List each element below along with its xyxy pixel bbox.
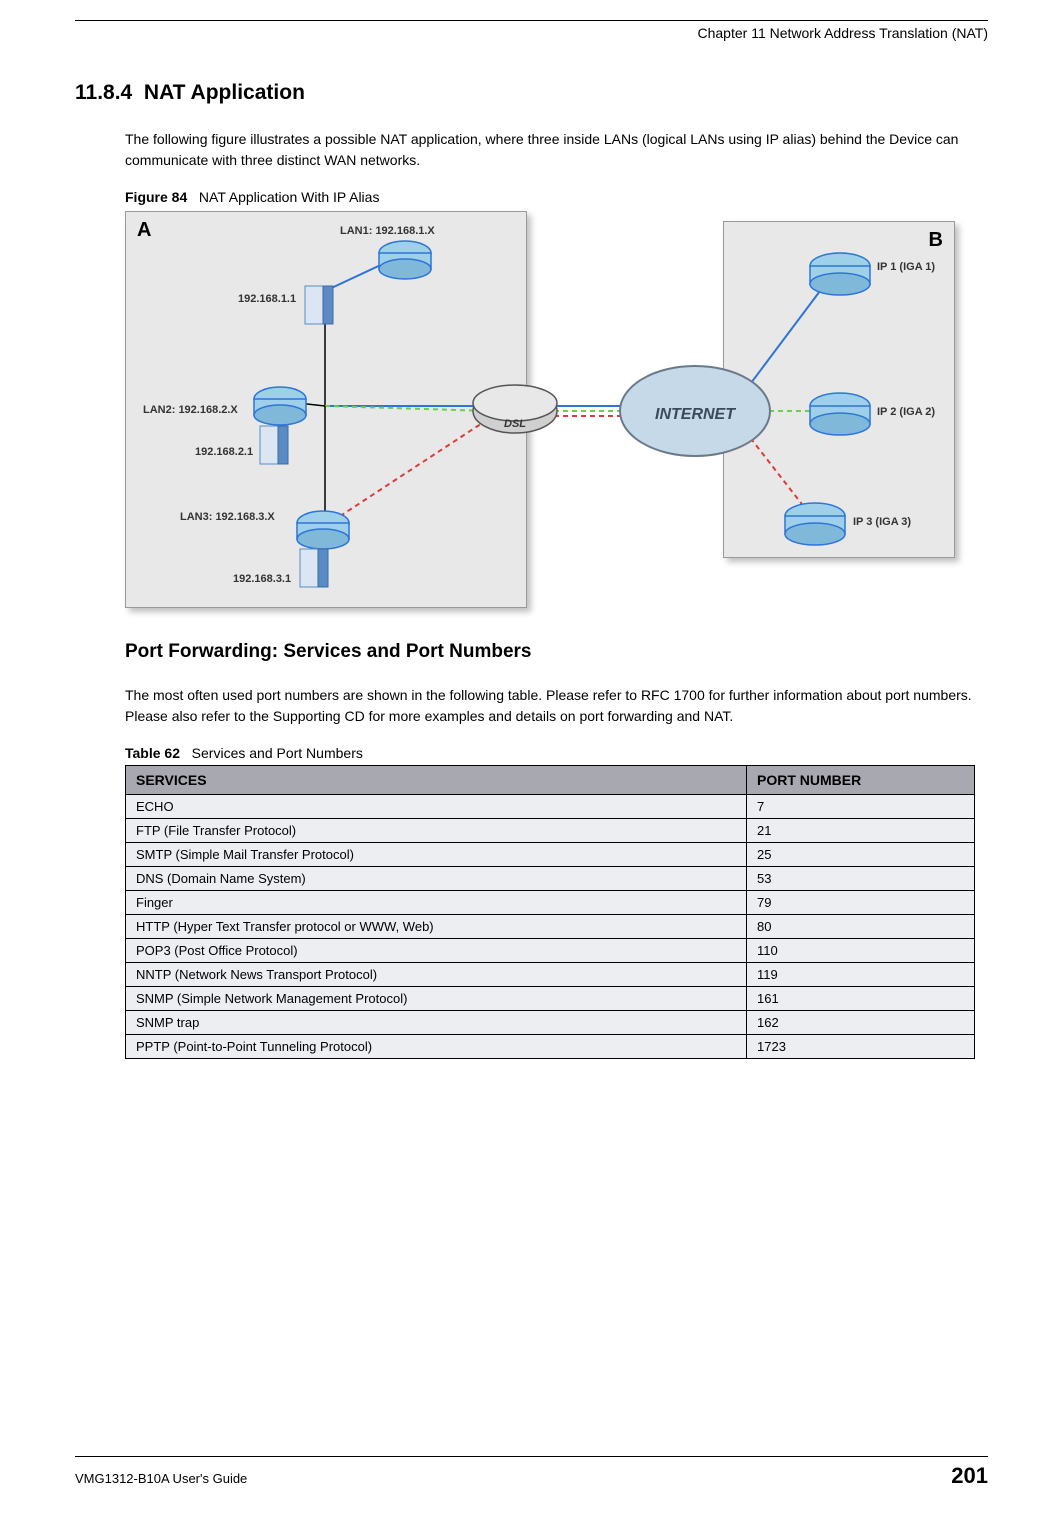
ip2-label: 192.168.2.1 bbox=[195, 446, 253, 458]
router-icon bbox=[810, 253, 870, 295]
cell-port: 1723 bbox=[747, 1035, 975, 1059]
router-icon bbox=[379, 241, 431, 279]
server-icon bbox=[300, 549, 328, 587]
cell-service: DNS (Domain Name System) bbox=[126, 867, 747, 891]
router-icon bbox=[254, 387, 306, 425]
svg-text:DSL: DSL bbox=[504, 418, 526, 430]
portforward-heading: Port Forwarding: Services and Port Numbe… bbox=[125, 641, 988, 663]
ports-table: SERVICES PORT NUMBER ECHO7FTP (File Tran… bbox=[125, 765, 975, 1059]
table-row: HTTP (Hyper Text Transfer protocol or WW… bbox=[126, 915, 975, 939]
svg-text:INTERNET: INTERNET bbox=[655, 406, 736, 423]
footer-guide: VMG1312-B10A User's Guide bbox=[75, 1471, 247, 1486]
lan2-label: LAN2: 192.168.2.X bbox=[143, 404, 238, 416]
page-number: 201 bbox=[951, 1463, 988, 1489]
lan3-label: LAN3: 192.168.3.X bbox=[180, 511, 275, 523]
cell-port: 25 bbox=[747, 843, 975, 867]
cell-port: 7 bbox=[747, 795, 975, 819]
cell-port: 21 bbox=[747, 819, 975, 843]
panel-a-label: A bbox=[137, 219, 151, 242]
cell-service: SMTP (Simple Mail Transfer Protocol) bbox=[126, 843, 747, 867]
cell-service: PPTP (Point-to-Point Tunneling Protocol) bbox=[126, 1035, 747, 1059]
table-row: Finger79 bbox=[126, 891, 975, 915]
nat-diagram-svg: INTERNET DSL bbox=[125, 211, 955, 611]
page-footer: VMG1312-B10A User's Guide 201 bbox=[75, 1456, 988, 1489]
cell-service: Finger bbox=[126, 891, 747, 915]
col-port: PORT NUMBER bbox=[747, 766, 975, 795]
section-heading: 11.8.4 NAT Application bbox=[75, 81, 988, 105]
ip1-label: 192.168.1.1 bbox=[238, 293, 296, 305]
cell-port: 110 bbox=[747, 939, 975, 963]
figure-diagram: INTERNET DSL bbox=[125, 211, 955, 611]
table-row: SNMP (Simple Network Management Protocol… bbox=[126, 987, 975, 1011]
iga3-label: IP 3 (IGA 3) bbox=[853, 516, 911, 528]
table-row: ECHO7 bbox=[126, 795, 975, 819]
server-icon bbox=[305, 286, 333, 324]
cell-service: FTP (File Transfer Protocol) bbox=[126, 819, 747, 843]
table-row: NNTP (Network News Transport Protocol)11… bbox=[126, 963, 975, 987]
iga1-label: IP 1 (IGA 1) bbox=[877, 261, 935, 273]
panel-b-label: B bbox=[929, 229, 943, 252]
figure-caption: Figure 84 NAT Application With IP Alias bbox=[125, 189, 988, 205]
iga2-label: IP 2 (IGA 2) bbox=[877, 406, 935, 418]
ip3-label: 192.168.3.1 bbox=[233, 573, 291, 585]
lan1-label: LAN1: 192.168.1.X bbox=[340, 225, 435, 237]
router-icon bbox=[785, 503, 845, 545]
table-row: DNS (Domain Name System)53 bbox=[126, 867, 975, 891]
router-icon bbox=[810, 393, 870, 435]
server-icon bbox=[260, 426, 288, 464]
cell-service: HTTP (Hyper Text Transfer protocol or WW… bbox=[126, 915, 747, 939]
cell-port: 162 bbox=[747, 1011, 975, 1035]
cell-port: 79 bbox=[747, 891, 975, 915]
cell-port: 119 bbox=[747, 963, 975, 987]
cell-service: SNMP (Simple Network Management Protocol… bbox=[126, 987, 747, 1011]
section-number: 11.8.4 bbox=[75, 81, 132, 104]
cell-service: POP3 (Post Office Protocol) bbox=[126, 939, 747, 963]
col-services: SERVICES bbox=[126, 766, 747, 795]
table-row: POP3 (Post Office Protocol)110 bbox=[126, 939, 975, 963]
cell-port: 53 bbox=[747, 867, 975, 891]
cell-service: SNMP trap bbox=[126, 1011, 747, 1035]
table-caption: Table 62 Services and Port Numbers bbox=[125, 745, 988, 761]
table-row: FTP (File Transfer Protocol)21 bbox=[126, 819, 975, 843]
table-row: PPTP (Point-to-Point Tunneling Protocol)… bbox=[126, 1035, 975, 1059]
cell-port: 80 bbox=[747, 915, 975, 939]
section-title: NAT Application bbox=[144, 81, 305, 104]
table-title: Services and Port Numbers bbox=[192, 745, 363, 761]
router-icon bbox=[297, 511, 349, 549]
chapter-header: Chapter 11 Network Address Translation (… bbox=[75, 25, 988, 41]
table-label: Table 62 bbox=[125, 745, 180, 761]
figure-title: NAT Application With IP Alias bbox=[199, 189, 380, 205]
table-row: SMTP (Simple Mail Transfer Protocol)25 bbox=[126, 843, 975, 867]
figure-label: Figure 84 bbox=[125, 189, 187, 205]
cell-port: 161 bbox=[747, 987, 975, 1011]
portforward-intro: The most often used port numbers are sho… bbox=[125, 685, 988, 727]
section-intro: The following figure illustrates a possi… bbox=[125, 129, 988, 171]
table-row: SNMP trap162 bbox=[126, 1011, 975, 1035]
cell-service: NNTP (Network News Transport Protocol) bbox=[126, 963, 747, 987]
cell-service: ECHO bbox=[126, 795, 747, 819]
